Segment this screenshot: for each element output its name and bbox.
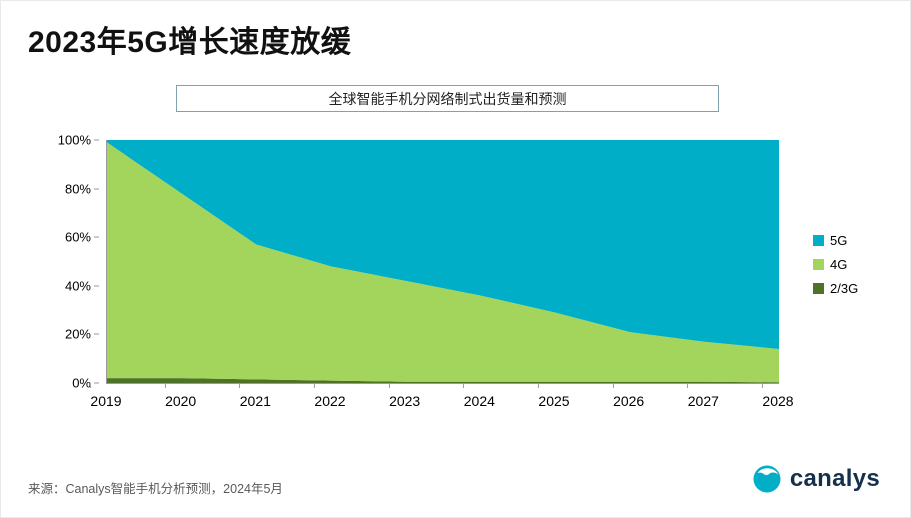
legend-swatch [813,235,824,246]
x-tick-mark [463,383,465,388]
y-axis: 0% 20% 40% 60% 80% 100% [51,133,99,391]
y-tick-mark [94,188,99,190]
x-tick-mark [612,383,614,388]
page-title: 2023年5G增长速度放缓 [28,26,352,59]
x-tick-label: 2023 [388,383,420,409]
y-tick-label: 20% [64,326,91,342]
legend-swatch [813,259,824,270]
x-tick-label: 2019 [89,383,122,409]
y-tick-mark [94,236,99,238]
x-tick-label: 2020 [164,383,196,409]
y-tick-mark [94,382,99,384]
y-tick-label: 100% [57,132,91,148]
chart-legend: 5G 4G 2/3G [813,233,858,296]
legend-label: 5G [830,233,848,248]
legend-swatch [813,283,824,294]
x-tick-mark [388,383,390,388]
y-tick-mark [94,285,99,287]
stacked-area-svg [107,140,779,383]
chart-subtitle-box: 全球智能手机分网络制式出货量和预测 [176,85,719,112]
area-series-4g [107,142,779,383]
x-tick-label: 2021 [239,383,271,409]
canalys-logo: canalys [752,464,880,494]
x-tick-label: 2028 [761,383,794,409]
legend-item-5g: 5G [813,233,858,248]
legend-item-4g: 4G [813,257,858,272]
x-tick-label: 2025 [537,383,570,409]
x-tick-mark [313,383,315,388]
y-tick-label: 0% [72,375,91,391]
y-tick-label: 80% [64,181,91,197]
stacked-area-plot [106,140,779,384]
area-series-23g [107,378,779,383]
y-tick-mark [94,333,99,335]
legend-label: 4G [830,257,848,272]
y-tick-label: 40% [64,278,91,294]
chart-subtitle: 全球智能手机分网络制式出货量和预测 [328,90,567,107]
x-tick-mark [537,383,539,388]
x-tick-mark [89,383,91,388]
x-tick-label: 2022 [313,383,346,409]
x-tick-mark [687,383,689,388]
x-tick-label: 2026 [612,383,644,409]
x-tick-mark [761,383,763,388]
canalys-logo-icon [752,464,782,494]
legend-item-23g: 2/3G [813,281,858,296]
x-axis: 2019 2020 2021 2022 2023 2024 2025 2026 2027 2028 [89,383,794,413]
x-tick-label: 2024 [463,383,495,409]
x-tick-mark [239,383,241,388]
y-tick-label: 60% [64,229,91,245]
canalys-logo-text: canalys [789,465,880,492]
y-tick-mark [94,139,99,141]
area-series-5g [107,140,779,349]
x-tick-mark [164,383,166,388]
x-tick-label: 2027 [687,383,719,409]
source-note: 来源：Canalys智能手机分析预测，2024年5月 [28,482,283,496]
legend-label: 2/3G [830,281,859,296]
